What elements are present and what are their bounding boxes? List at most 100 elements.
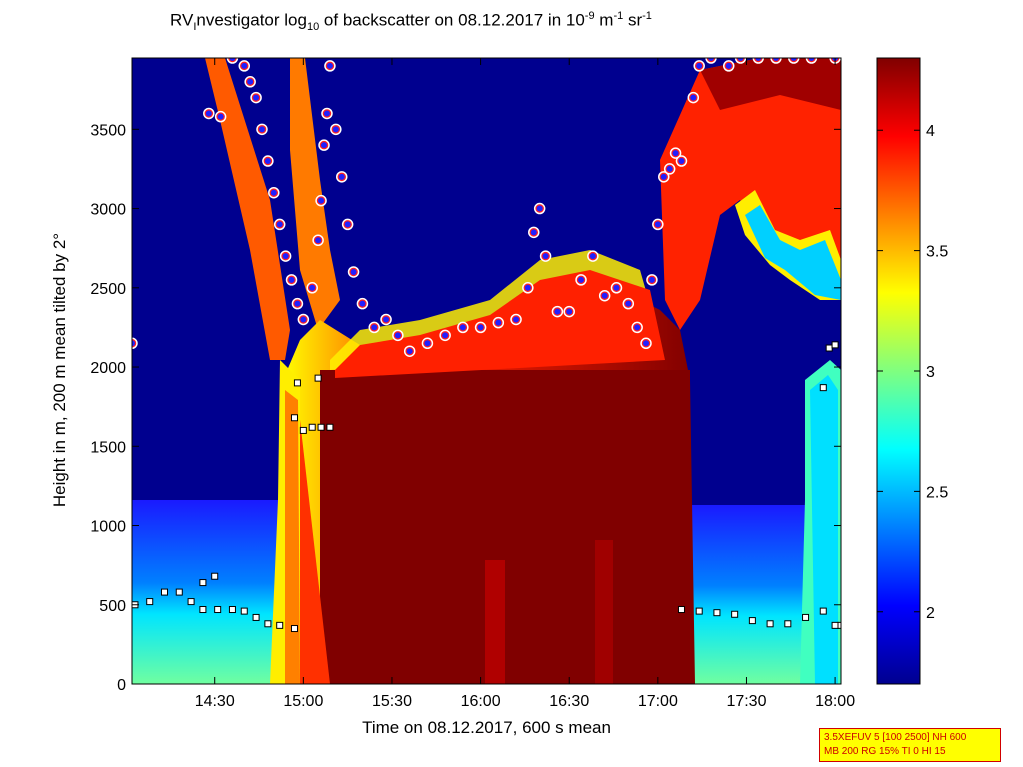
- cloud-base-point: [819, 384, 827, 392]
- cloud-base-point: [326, 423, 334, 431]
- y-tick-label: 0: [117, 677, 126, 694]
- cloud-top-point-core: [773, 58, 780, 61]
- colorbar-gradient: [876, 57, 921, 685]
- cloud-top-point-core: [338, 173, 345, 180]
- cloud-base-point: [211, 572, 219, 580]
- cloud-top-point-core: [247, 78, 254, 85]
- cloud-base-point: [146, 598, 154, 606]
- cloud-base-point: [252, 613, 260, 621]
- cloud-base-point: [837, 621, 841, 629]
- cloud-top-point-core: [258, 126, 265, 133]
- cloud-base-point: [175, 588, 183, 596]
- plot-area: [132, 58, 841, 684]
- cloud-top-point-core: [288, 276, 295, 283]
- cloud-base-point: [317, 423, 325, 431]
- cloud-base-point: [299, 426, 307, 434]
- cloud-top-point-core: [672, 150, 679, 157]
- cloud-top-point-core: [459, 324, 466, 331]
- cloud-top-point-core: [660, 173, 667, 180]
- cloud-top-point-core: [513, 316, 520, 323]
- cloud-top-point-core: [383, 316, 390, 323]
- cloud-top-point-core: [737, 58, 744, 61]
- cloud-base-point: [748, 617, 756, 625]
- cloud-top-point-core: [321, 142, 328, 149]
- y-tick-label: 3500: [90, 122, 126, 139]
- cloud-top-point-core: [690, 94, 697, 101]
- cloud-top-point-core: [495, 319, 502, 326]
- colorbar-ticks: 2 2.5 3 3.5 4: [877, 123, 948, 622]
- cloud-base-point: [228, 606, 236, 614]
- cloud-top-point-core: [406, 348, 413, 355]
- cloud-base-point: [199, 579, 207, 587]
- colorbar-tick-label: 3.5: [926, 244, 948, 261]
- colorbar-tick-label: 2.5: [926, 484, 948, 501]
- cloud-base-point: [264, 620, 272, 628]
- cloud-base-point: [831, 341, 839, 349]
- cloud-top-point-core: [424, 340, 431, 347]
- y-tick-label: 500: [99, 598, 126, 615]
- cloud-top-point-core: [394, 332, 401, 339]
- cloud-base-point: [713, 609, 721, 617]
- cloud-top-point-core: [132, 340, 135, 347]
- colorbar: 2 2.5 3 3.5 4: [876, 57, 948, 685]
- x-tick-label: 15:30: [372, 693, 412, 710]
- plot-frame: [131, 57, 842, 685]
- cloud-top-point-core: [648, 276, 655, 283]
- cloud-base-point: [677, 606, 685, 614]
- cloud-top-point-core: [654, 221, 661, 228]
- x-tick-label: 15:00: [283, 693, 323, 710]
- cloud-top-point-core: [350, 268, 357, 275]
- cloud-top-point-core: [634, 324, 641, 331]
- cloud-base-point: [784, 620, 792, 628]
- cloud-base-point: [199, 606, 207, 614]
- cloud-top-point-core: [276, 221, 283, 228]
- cloud-base-point: [314, 374, 322, 382]
- cloud-top-point-core: [625, 300, 632, 307]
- cloud-top-point-core: [217, 113, 224, 120]
- x-tick-label: 17:30: [726, 693, 766, 710]
- cloud-top-point-core: [344, 221, 351, 228]
- cloud-top-point-core: [294, 300, 301, 307]
- cloud-top-point-core: [253, 94, 260, 101]
- y-axis-label: Height in m, 200 m mean tilted by 2°: [50, 232, 69, 508]
- cloud-top-point-core: [205, 110, 212, 117]
- cloud-base-point: [214, 606, 222, 614]
- colorbar-tick-label: 4: [926, 123, 935, 140]
- cloud-top-point-core: [326, 62, 333, 69]
- cloud-top-point-core: [300, 316, 307, 323]
- cloud-top-point-core: [530, 229, 537, 236]
- cloud-top-point-core: [282, 253, 289, 260]
- x-tick-label: 17:00: [638, 693, 678, 710]
- y-tick-label: 3000: [90, 202, 126, 219]
- cloud-top-point-core: [790, 58, 797, 61]
- params-line-2: MB 200 RG 15% TI 0 HI 15: [824, 746, 946, 757]
- cloud-base-point: [276, 621, 284, 629]
- cloud-top-point-core: [264, 158, 271, 165]
- x-tick-label: 18:00: [815, 693, 855, 710]
- params-line-1: 3.5XEFUV 5 [100 2500] NH 600: [824, 732, 967, 743]
- cloud-top-point-core: [536, 205, 543, 212]
- cloud-base-point: [293, 379, 301, 387]
- y-tick-label: 1500: [90, 439, 126, 456]
- chart-title: RVInvestigator log10 of backscatter on 0…: [170, 10, 652, 34]
- cloud-top-point-core: [613, 284, 620, 291]
- cloud-base-point: [187, 598, 195, 606]
- cloud-base-point: [290, 414, 298, 422]
- cloud-top-point-core: [678, 158, 685, 165]
- cloud-base-point: [825, 344, 833, 352]
- cloud-base-point: [802, 613, 810, 621]
- cloud-top-point-core: [524, 284, 531, 291]
- cloud-top-point-core: [332, 126, 339, 133]
- cloud-top-point-core: [359, 300, 366, 307]
- cloud-top-point-core: [477, 324, 484, 331]
- cloud-top-point-core: [808, 58, 815, 61]
- cloud-base-point: [290, 625, 298, 633]
- y-tick-label: 2500: [90, 281, 126, 298]
- cloud-top-point-core: [315, 237, 322, 244]
- cloud-top-point-core: [666, 165, 673, 172]
- cloud-base-point: [831, 621, 839, 629]
- cloud-base-markers: [132, 341, 841, 633]
- cloud-top-point-core: [601, 292, 608, 299]
- cloud-top-point-core: [542, 253, 549, 260]
